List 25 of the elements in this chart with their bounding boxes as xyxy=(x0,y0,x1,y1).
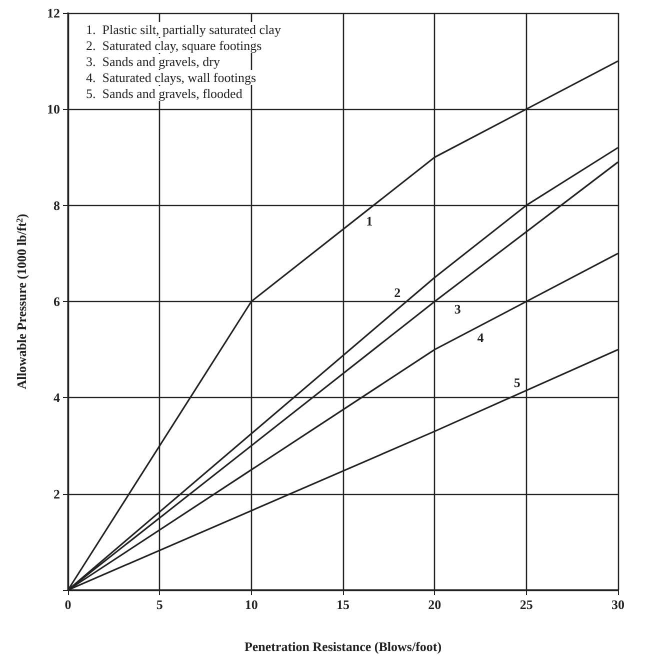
x-axis-title: Penetration Resistance (Blows/foot) xyxy=(244,639,442,654)
x-tick-label: 20 xyxy=(428,597,442,612)
x-tick-label: 30 xyxy=(612,597,624,612)
y-tick-label: 12 xyxy=(47,6,60,20)
y-tick-label: 2 xyxy=(54,486,60,502)
series-label: 1 xyxy=(366,213,373,228)
annotation: 4. Saturated clays, wall footings xyxy=(86,70,256,85)
annotation: 1. Plastic silt, partially saturated clay xyxy=(86,22,282,37)
x-tick-label: 0 xyxy=(64,597,72,612)
annotation: 5. Sands and gravels, flooded xyxy=(86,86,243,101)
y-tick-label: 6 xyxy=(54,294,60,309)
x-tick-label: 25 xyxy=(520,597,534,612)
x-tick-label: 5 xyxy=(156,597,164,612)
annotation: 2. Saturated clay, square footings xyxy=(86,38,262,53)
series-label: 4 xyxy=(477,330,484,346)
x-tick-label: 10 xyxy=(244,597,258,612)
y-tick-label: 10 xyxy=(47,102,60,117)
series-label: 2 xyxy=(394,284,401,300)
y-tick-label: 8 xyxy=(54,198,60,213)
y-axis-title: Allowable Pressure (1000 lb/ft2) xyxy=(14,214,29,390)
series-label: 3 xyxy=(454,301,462,316)
y-tick-label: 4 xyxy=(54,390,60,406)
series-label: 5 xyxy=(514,375,521,390)
annotation: 3. Sands and gravels, dry xyxy=(86,54,220,69)
x-tick-label: 15 xyxy=(336,597,350,612)
